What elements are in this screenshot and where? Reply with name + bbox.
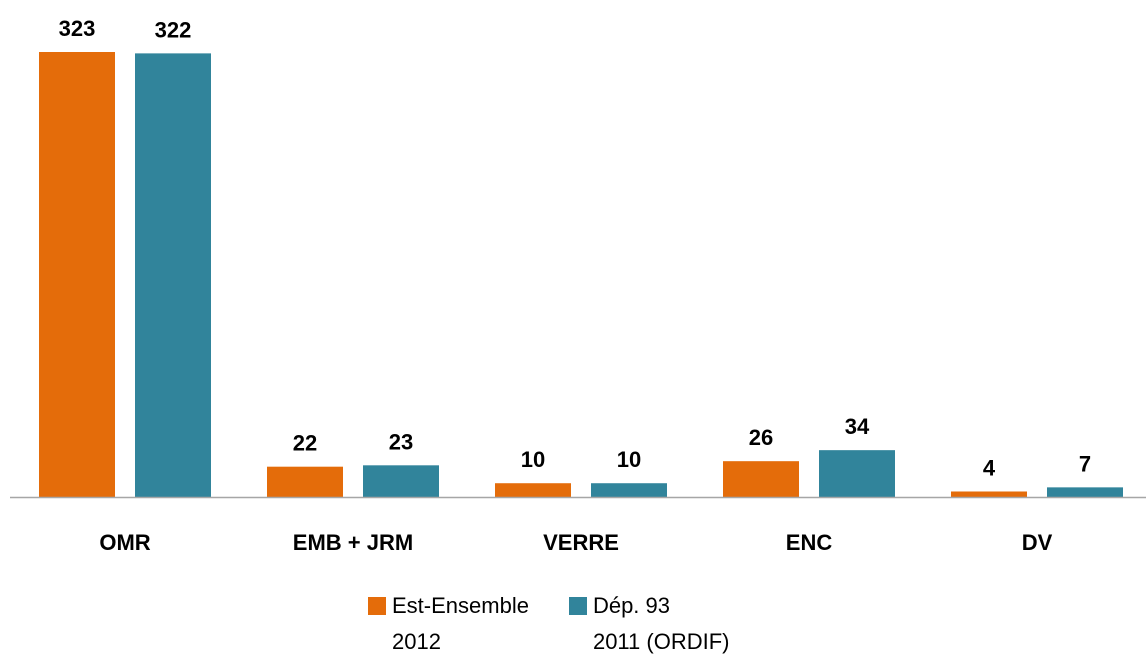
data-label: 323: [59, 16, 96, 41]
data-label: 10: [521, 447, 545, 472]
legend-item: Dép. 93 2011 (ORDIF): [568, 588, 730, 658]
bar: [591, 483, 667, 497]
chart: OMR 323 322 EMB + JRM 22 23 VERRE 10 10 ENC 26 34 DV…: [10, 16, 1146, 555]
data-label: 7: [1079, 451, 1091, 476]
x-tick-label: EMB + JRM: [293, 530, 413, 555]
data-label: 22: [293, 431, 317, 456]
x-tick-label: ENC: [786, 530, 833, 555]
data-label: 322: [155, 17, 192, 42]
legend-label: Dép. 93 2011 (ORDIF): [592, 593, 730, 654]
legend-swatch: [368, 597, 386, 615]
data-label: 26: [749, 425, 773, 450]
bar: [39, 52, 115, 497]
x-tick-label: VERRE: [543, 530, 619, 555]
bar: [363, 465, 439, 497]
legend-label: Est-Ensemble 2012: [392, 593, 529, 654]
data-label: 34: [845, 414, 870, 439]
x-tick-label: DV: [1022, 530, 1053, 555]
bar: [267, 466, 343, 497]
x-tick-label: OMR: [99, 530, 150, 555]
legend-swatch: [568, 597, 587, 615]
data-label: 4: [983, 455, 996, 480]
bar: [951, 491, 1027, 497]
bar: [819, 450, 895, 497]
bar: [135, 53, 211, 497]
bar: [495, 483, 571, 497]
legend-item: Est-Ensemble 2012: [368, 588, 529, 658]
bar: [1047, 487, 1123, 497]
bar: [723, 461, 799, 497]
legend: Est-Ensemble 2012 Dép. 93 2011 (ORDIF): [368, 588, 729, 658]
data-label: 10: [617, 447, 641, 472]
data-label: 23: [389, 429, 413, 454]
